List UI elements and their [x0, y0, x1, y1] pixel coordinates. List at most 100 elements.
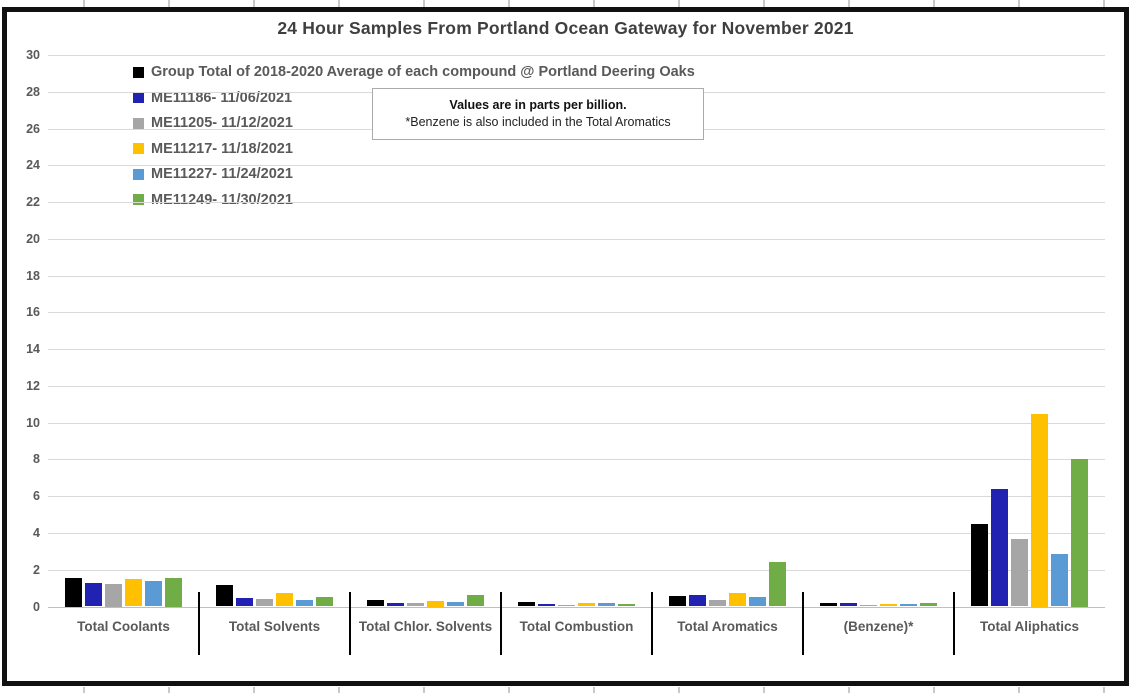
y-axis-tick-label: 22 [26, 195, 40, 210]
bar [216, 585, 233, 607]
bar [749, 597, 766, 607]
bar [538, 603, 555, 607]
y-axis-tick-label: 24 [26, 158, 40, 173]
bar [689, 594, 706, 607]
gridline [48, 312, 1105, 314]
legend-label: ME11205- 11/12/2021 [151, 115, 293, 131]
legend-item: ME11186- 11/06/2021 [133, 88, 695, 108]
y-axis-tick-label: 10 [26, 415, 40, 430]
category-label: Total Chlor. Solvents [358, 619, 493, 634]
legend-label: ME11227- 11/24/2021 [151, 166, 293, 182]
bar [367, 600, 384, 607]
bar [598, 602, 615, 607]
legend-swatch [133, 66, 144, 78]
y-axis-tick-label: 20 [26, 231, 40, 246]
gridline [48, 459, 1105, 461]
chart-title: 24 Hour Samples From Portland Ocean Gate… [277, 18, 854, 38]
gridline [48, 238, 1105, 240]
y-axis-tick-label: 30 [26, 48, 40, 62]
gridline [48, 569, 1105, 571]
bar [900, 603, 917, 607]
bar [518, 601, 535, 607]
bar [105, 583, 122, 607]
bar [256, 599, 273, 607]
y-axis-tick-label: 0 [33, 599, 40, 614]
category-separator [650, 592, 654, 655]
bar [85, 582, 102, 607]
gridline [48, 385, 1105, 387]
note-line-2: *Benzene is also included in the Total A… [405, 115, 671, 129]
bar [1031, 413, 1048, 607]
gridline [48, 55, 1105, 56]
legend-item: Group Total of 2018-2020 Average of each… [133, 62, 695, 82]
legend-item: ME11249- 11/30/2021 [133, 190, 695, 210]
bar [296, 600, 313, 607]
bar [669, 596, 686, 607]
gridline [48, 422, 1105, 424]
y-axis-tick-label: 16 [26, 305, 40, 320]
bar [618, 603, 635, 607]
bar [820, 602, 837, 607]
category-label: Total Aromatics [677, 619, 778, 634]
bar [880, 603, 897, 607]
note-line-1: Values are in parts per billion. [449, 98, 627, 112]
category-label: Total Solvents [228, 619, 321, 634]
category-label: Total Combustion [519, 619, 634, 634]
legend-label: ME11217- 11/18/2021 [151, 140, 293, 157]
y-axis-tick-label: 26 [26, 121, 40, 136]
category-separator [952, 592, 956, 655]
y-axis-tick-label: 6 [33, 489, 40, 504]
bar [427, 601, 444, 607]
bar [840, 602, 857, 607]
legend-swatch [133, 143, 144, 154]
gridline [48, 275, 1105, 277]
legend-swatch [133, 92, 144, 103]
bar [165, 578, 182, 607]
bar [145, 580, 162, 607]
legend-label: ME11186- 11/06/2021 [151, 89, 293, 106]
bar [316, 597, 333, 607]
y-axis-tick-label: 2 [33, 562, 40, 577]
bar [769, 562, 786, 607]
y-axis-tick-label: 28 [26, 84, 40, 99]
category-separator [801, 592, 805, 655]
bar [276, 592, 293, 607]
bar [467, 594, 484, 607]
spreadsheet-edge-top [0, 0, 1131, 7]
gridline [48, 532, 1105, 534]
legend-item: ME11227- 11/24/2021 [133, 164, 695, 184]
bar [578, 602, 595, 607]
bar [729, 592, 746, 607]
legend-label: ME11249- 11/30/2021 [151, 191, 293, 208]
bar [920, 602, 937, 607]
bar [236, 598, 253, 607]
y-axis-tick-label: 8 [33, 452, 40, 467]
bar [387, 602, 404, 607]
bar [709, 600, 726, 607]
bar [558, 604, 575, 607]
category-separator [499, 592, 503, 655]
bar [1011, 539, 1028, 607]
gridline [48, 349, 1105, 351]
y-axis-tick-label: 14 [26, 342, 40, 357]
bar [971, 523, 988, 607]
gridline [48, 496, 1105, 498]
bar [65, 578, 82, 607]
bar [860, 604, 877, 607]
gridline [48, 165, 1105, 167]
category-label: (Benzene)* [843, 619, 914, 634]
bar [407, 602, 424, 607]
bar [1071, 458, 1088, 607]
y-axis-tick-label: 12 [26, 378, 40, 393]
category-separator [197, 592, 201, 655]
legend-item: ME11205- 11/12/2021 [133, 113, 695, 133]
category-label: Total Aliphatics [979, 619, 1079, 634]
legend-swatch [133, 168, 144, 180]
y-axis-tick-label: 18 [26, 268, 40, 283]
y-axis-tick-label: 4 [33, 525, 40, 540]
legend-swatch [133, 194, 144, 205]
spreadsheet-edge-bottom [0, 687, 1131, 693]
note-box: Values are in parts per billion. *Benzen… [372, 88, 704, 140]
bar [1051, 554, 1068, 607]
